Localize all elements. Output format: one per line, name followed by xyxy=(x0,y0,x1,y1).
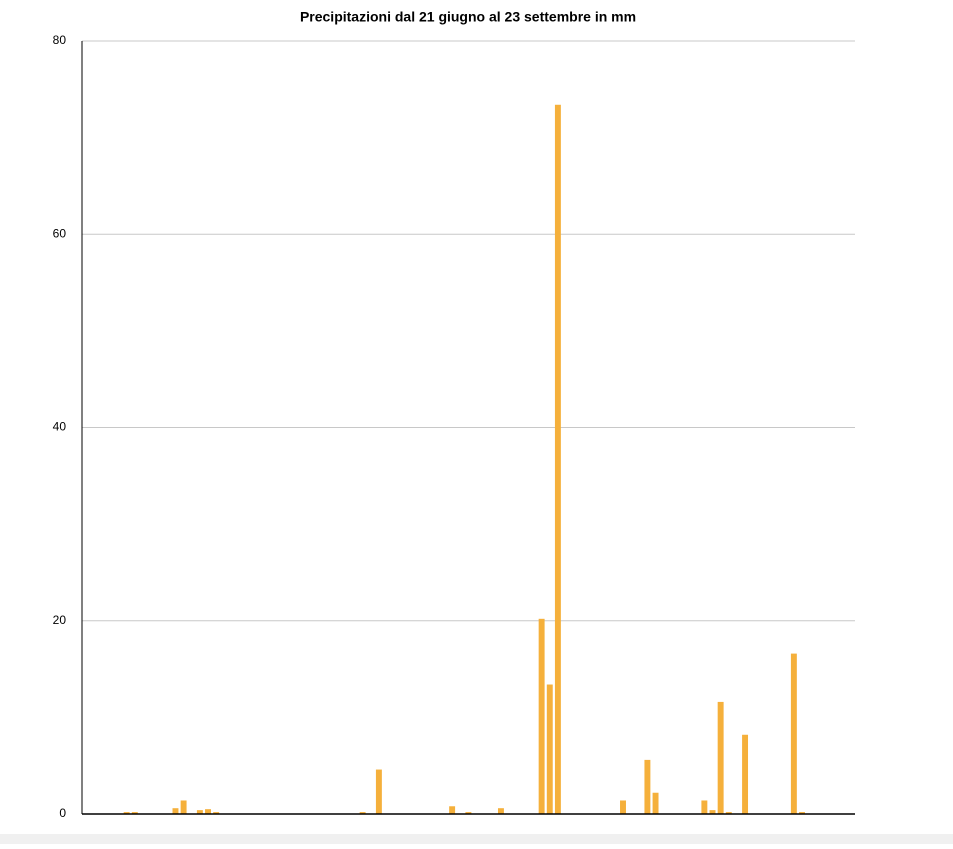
y-tick-label: 40 xyxy=(53,420,67,434)
bar xyxy=(205,809,211,814)
bottom-strip xyxy=(0,834,953,844)
y-tick-label: 60 xyxy=(53,226,67,240)
bar xyxy=(538,618,545,814)
bar xyxy=(790,653,797,814)
bar xyxy=(717,701,724,814)
bar xyxy=(709,810,716,814)
bar xyxy=(620,800,626,814)
y-tick-label: 20 xyxy=(53,613,67,627)
bar xyxy=(644,759,651,814)
bar xyxy=(497,808,504,814)
bar xyxy=(196,810,203,814)
bar xyxy=(123,812,130,814)
bar xyxy=(554,104,561,814)
bar xyxy=(375,769,382,814)
chart-title: Precipitazioni dal 21 giugno al 23 sette… xyxy=(300,9,636,25)
bar xyxy=(799,812,805,814)
y-tick-label: 80 xyxy=(53,33,67,47)
bar xyxy=(172,808,179,814)
bar xyxy=(701,800,708,814)
bar xyxy=(213,812,220,814)
bar xyxy=(742,734,749,814)
bar xyxy=(180,800,187,814)
bar xyxy=(465,812,472,814)
bar xyxy=(652,792,659,814)
y-tick-label: 0 xyxy=(59,806,66,820)
bar xyxy=(725,812,732,814)
bar xyxy=(449,806,456,814)
bar xyxy=(131,812,138,814)
bar xyxy=(546,684,553,814)
bar xyxy=(359,812,366,814)
